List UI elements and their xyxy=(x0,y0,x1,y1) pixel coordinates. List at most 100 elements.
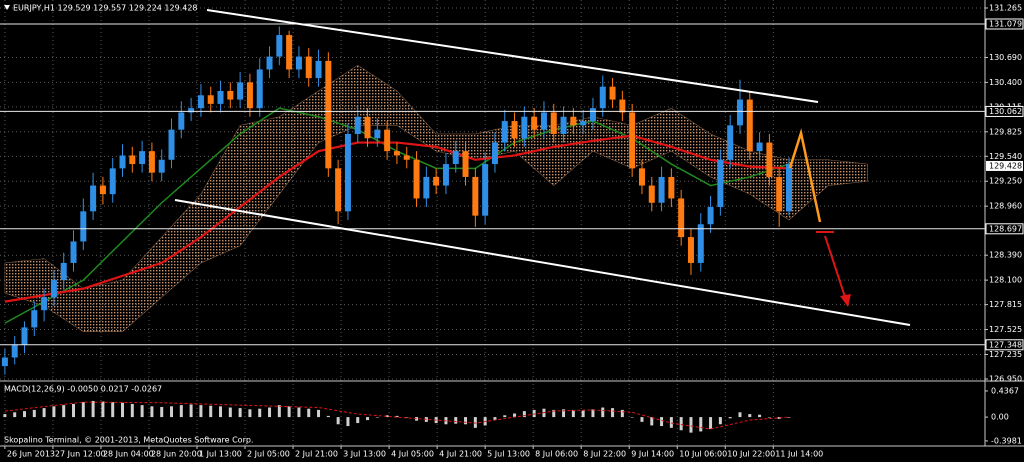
x-tick-label: 4 Jul 21:00 xyxy=(439,450,482,459)
candle-body xyxy=(384,129,391,152)
macd-bar xyxy=(170,406,174,418)
macd-bar xyxy=(777,417,781,419)
macd-bar xyxy=(493,417,497,421)
candle-body xyxy=(31,310,38,328)
macd-bar xyxy=(395,415,399,418)
y-tick-label: 129.825 xyxy=(989,127,1022,136)
macd-bar xyxy=(346,417,350,427)
macd-tick-label: 0.4367 xyxy=(991,386,1019,395)
candle-body xyxy=(286,35,293,70)
macd-bar xyxy=(32,409,36,418)
menu-icon xyxy=(4,5,10,10)
macd-bar xyxy=(111,402,115,418)
candle-body xyxy=(785,164,792,212)
macd-bar xyxy=(326,415,330,418)
candle-body xyxy=(766,142,773,177)
candle-body xyxy=(570,116,577,126)
candle-body xyxy=(423,176,430,199)
candle-body xyxy=(609,86,616,100)
x-tick-label: 27 Jun 12:00 xyxy=(55,450,106,459)
x-tick-label: 9 Jul 14:00 xyxy=(631,450,674,459)
macd-bar xyxy=(660,417,664,427)
macd-bar xyxy=(611,408,615,418)
candle-body xyxy=(491,142,498,165)
candle-body xyxy=(727,125,734,160)
macd-bar xyxy=(297,407,301,418)
candle-body xyxy=(550,112,557,134)
candle-body xyxy=(452,151,459,165)
macd-bar xyxy=(767,417,771,418)
macd-bar xyxy=(522,411,526,418)
candle-body xyxy=(619,99,626,113)
x-tick-label: 8 Jul 06:00 xyxy=(535,450,578,459)
macd-bar xyxy=(81,402,85,418)
candle-body xyxy=(482,164,489,216)
y-tick-label: 131.265 xyxy=(989,4,1022,13)
macd-bar xyxy=(699,417,703,432)
candle-body xyxy=(540,112,547,130)
cloud xyxy=(4,64,868,333)
y-tick-label: 130.400 xyxy=(989,78,1022,87)
macd-bar xyxy=(356,417,360,424)
x-tick-label: 26 Jun 2013 xyxy=(7,450,55,459)
x-tick-label: 10 Jul 06:00 xyxy=(679,450,727,459)
macd-bar xyxy=(601,407,605,418)
macd-bar xyxy=(199,405,203,418)
macd-tick-label: 0.00 xyxy=(991,413,1009,422)
candle-body xyxy=(90,185,97,212)
level-label: 130.062 xyxy=(989,107,1022,116)
y-tick-label: 127.235 xyxy=(989,350,1022,359)
candle-body xyxy=(188,108,195,113)
y-tick-label: 129.540 xyxy=(989,152,1022,161)
candle-body xyxy=(80,211,87,242)
macd-bar xyxy=(150,406,154,418)
candle-body xyxy=(501,121,508,143)
macd-bar xyxy=(748,414,752,418)
macd-bar xyxy=(738,412,742,418)
macd-bar xyxy=(287,406,291,418)
candle-body xyxy=(21,327,28,345)
macd-bar xyxy=(669,417,673,428)
macd-bar xyxy=(552,409,556,418)
candle-body xyxy=(580,121,587,126)
macd-bar xyxy=(140,405,144,418)
candle-body xyxy=(707,207,714,225)
macd-bar xyxy=(630,417,634,418)
candle-body xyxy=(687,237,694,263)
macd-bar xyxy=(562,409,566,418)
candle-body xyxy=(364,116,371,139)
candle-body xyxy=(560,116,567,134)
drawings xyxy=(174,9,911,326)
candle-body xyxy=(393,151,400,156)
candle-body xyxy=(158,159,165,173)
candle-body xyxy=(11,344,18,358)
macd-bar xyxy=(121,402,125,418)
candle-body xyxy=(697,224,704,263)
x-tick-label: 5 Jul 13:00 xyxy=(487,450,530,459)
macd-bar xyxy=(3,414,7,418)
candle-body xyxy=(629,112,636,169)
y-tick-label: 128.390 xyxy=(989,251,1022,260)
candle-body xyxy=(403,155,410,160)
candle-body xyxy=(678,198,685,238)
candle-body xyxy=(511,121,518,139)
macd-bar xyxy=(91,400,95,418)
y-tick-label: 128.960 xyxy=(989,202,1022,211)
plot-layer xyxy=(0,23,985,375)
channel-upper xyxy=(206,9,819,103)
macd-bar xyxy=(307,408,311,418)
candle-body xyxy=(217,90,224,104)
candle-body xyxy=(472,176,479,216)
y-tick-label: 127.525 xyxy=(989,325,1022,334)
macd-bar xyxy=(189,404,193,418)
level-box xyxy=(985,18,1024,30)
candle-body xyxy=(1,357,8,367)
macd-bar xyxy=(385,415,389,418)
y-tick-label: 126.950 xyxy=(989,375,1022,384)
candle-body xyxy=(442,164,449,186)
macd-bar xyxy=(405,417,409,418)
macd-bar xyxy=(72,403,76,418)
chart-title: EURJPY,H1 129.529 129.557 129.224 129.42… xyxy=(13,4,198,13)
macd-bar xyxy=(375,417,379,418)
macd-bar xyxy=(336,417,340,425)
